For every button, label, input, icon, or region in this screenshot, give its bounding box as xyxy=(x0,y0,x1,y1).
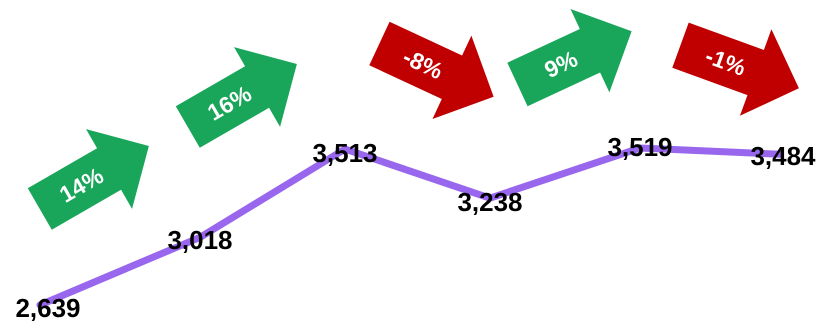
data-label: 3,484 xyxy=(750,141,816,171)
data-label: 3,238 xyxy=(457,187,522,217)
arrow-shape xyxy=(175,47,297,148)
data-label: 3,018 xyxy=(167,225,232,255)
down-arrow-icon: -8% xyxy=(369,21,494,119)
data-labels: 2,639 3,018 3,513 3,238 3,519 3,484 xyxy=(15,132,816,323)
arrow-shape xyxy=(672,22,799,116)
down-arrow-icon: -1% xyxy=(672,22,799,116)
arrow-shape xyxy=(507,9,632,107)
data-label: 2,639 xyxy=(15,293,80,323)
up-arrow-icon: 9% xyxy=(507,9,632,107)
up-arrow-icon: 16% xyxy=(175,47,297,148)
series-line-group xyxy=(36,144,784,309)
arrow-shape xyxy=(27,129,149,230)
data-label: 3,513 xyxy=(312,138,377,168)
series-line xyxy=(36,144,784,309)
data-label: 3,519 xyxy=(607,132,672,162)
up-arrow-icon: 14% xyxy=(27,129,149,230)
change-arrows: 14% 16% -8% 9% -1% xyxy=(27,9,799,230)
arrow-shape xyxy=(369,21,494,119)
